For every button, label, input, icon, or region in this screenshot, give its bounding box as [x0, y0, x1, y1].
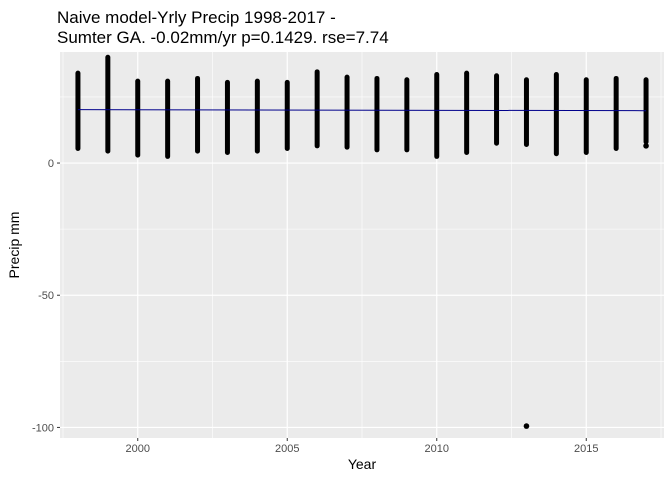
x-tick-label: 2010: [425, 443, 449, 455]
trend-fit-line: [77, 109, 647, 112]
y-tick-label: 0: [48, 158, 54, 170]
fit-line-group: [77, 109, 647, 112]
axis-ticks: 2000 2005 2010 2015 -100 -50 0: [32, 158, 599, 455]
precip-point: [523, 423, 530, 429]
chart-title-line-2: Sumter GA. -0.02mm/yr p=0.1429. rse=7.74: [57, 28, 389, 47]
x-tick-label: 2015: [574, 443, 598, 455]
x-tick-label: 2000: [126, 443, 150, 455]
x-tick-label: 2005: [275, 443, 299, 455]
chart-title-line-1: Naive model-Yrly Precip 1998-2017 -: [57, 8, 336, 27]
y-tick-label: -100: [32, 422, 54, 434]
x-axis-title: Year: [348, 456, 377, 472]
data-marks: [75, 54, 649, 429]
precip-point: [643, 143, 649, 149]
y-axis-title: Precip mm: [6, 212, 22, 279]
y-tick-label: -50: [38, 290, 54, 302]
